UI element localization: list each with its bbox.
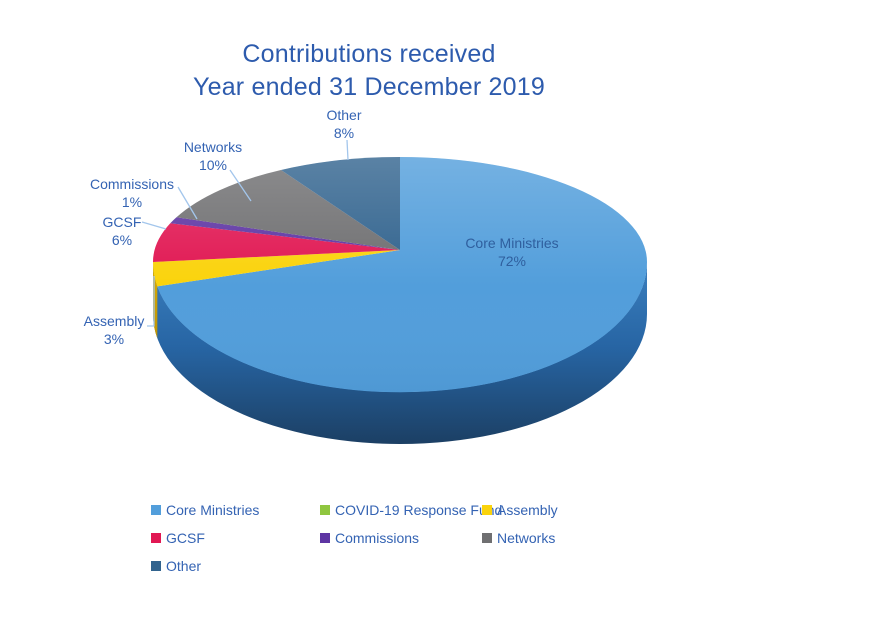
legend-item-commissions: Commissions (320, 529, 419, 547)
legend-swatch-assembly (482, 505, 492, 515)
chart-title: Contributions received Year ended 31 Dec… (69, 38, 669, 104)
legend-swatch-gcsf (151, 533, 161, 543)
legend-swatch-commissions (320, 533, 330, 543)
callout-gcsf: GCSF 6% (82, 213, 162, 249)
callout-gcsf-name: GCSF (102, 214, 142, 230)
leader-line-commissions (177, 186, 198, 220)
callout-other: Other 8% (304, 106, 384, 142)
callout-networks: Networks 10% (168, 138, 258, 174)
inner-label-core-ministries: Core Ministries 72% (432, 234, 592, 270)
callout-commissions-pct: 1% (121, 194, 143, 210)
callout-networks-name: Networks (183, 139, 243, 155)
leader-line-gcsf (141, 221, 167, 230)
legend-swatch-covid-19-response-fund (320, 505, 330, 515)
callout-commissions-name: Commissions (89, 176, 174, 192)
callout-assembly-pct: 3% (103, 331, 125, 347)
chart-title-line1: Contributions received (242, 40, 496, 68)
legend-label-other: Other (166, 558, 202, 574)
legend-item-covid-19-response-fund: COVID-19 Response Fund (320, 501, 502, 519)
legend-item-networks: Networks (482, 529, 555, 547)
legend-label-commissions: Commissions (335, 530, 420, 546)
legend-label-assembly: Assembly (497, 502, 558, 518)
leader-line-other (346, 139, 349, 161)
legend-item-assembly: Assembly (482, 501, 558, 519)
inner-label-core-pct: 72% (497, 253, 527, 269)
legend-swatch-other (151, 561, 161, 571)
callout-assembly: Assembly 3% (69, 312, 159, 348)
legend-item-gcsf: GCSF (151, 529, 205, 547)
legend-label-covid-19-response-fund: COVID-19 Response Fund (335, 502, 503, 518)
legend-item-other: Other (151, 557, 201, 575)
callout-other-pct: 8% (333, 125, 355, 141)
callout-networks-pct: 10% (198, 157, 228, 173)
callout-commissions: Commissions 1% (77, 175, 187, 211)
inner-label-core-name: Core Ministries (465, 235, 559, 251)
legend-item-core-ministries: Core Ministries (151, 501, 259, 519)
legend-label-core-ministries: Core Ministries (166, 502, 260, 518)
pie-side-core-ministries (153, 262, 647, 444)
leader-line-networks (229, 169, 252, 202)
pie-top-sheen (153, 157, 647, 392)
callout-assembly-name: Assembly (83, 313, 145, 329)
leader-line-assembly (147, 276, 155, 327)
legend-swatch-core-ministries (151, 505, 161, 515)
legend-swatch-networks (482, 533, 492, 543)
callout-other-name: Other (326, 107, 362, 123)
legend-label-gcsf: GCSF (166, 530, 205, 546)
legend-label-networks: Networks (497, 530, 556, 546)
chart-title-line2: Year ended 31 December 2019 (193, 73, 545, 101)
callout-gcsf-pct: 6% (111, 232, 133, 248)
